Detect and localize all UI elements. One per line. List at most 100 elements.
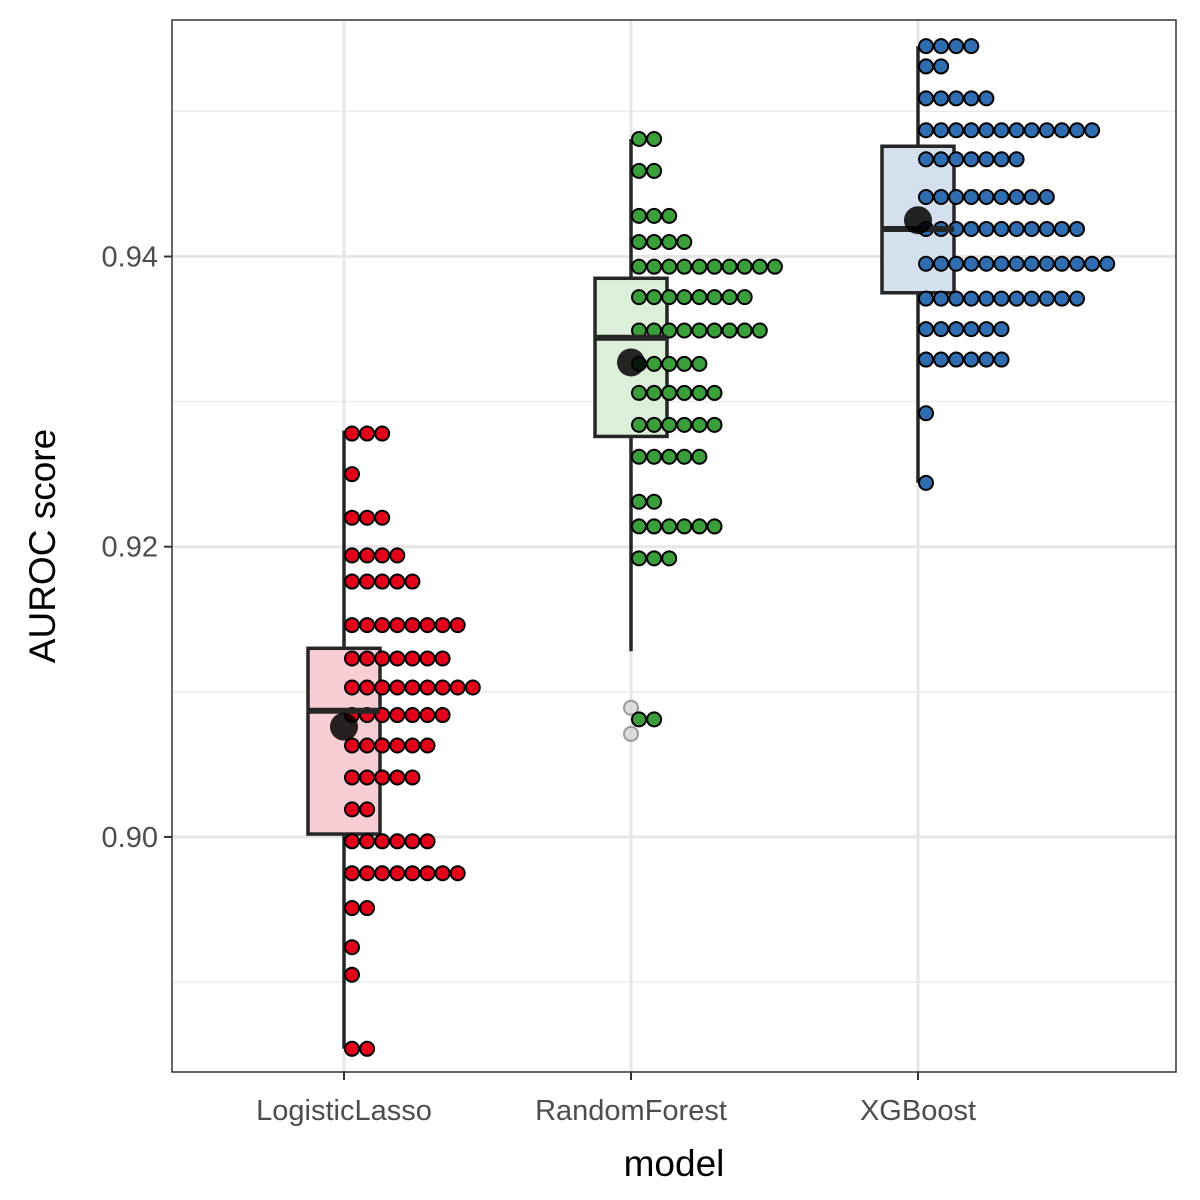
dot-point: [359, 547, 376, 564]
dot-point: [948, 189, 965, 206]
dot-point: [948, 90, 965, 107]
dot-point: [359, 650, 376, 667]
dot-point: [948, 290, 965, 307]
dot-point: [404, 573, 421, 590]
dot-point: [1008, 290, 1025, 307]
dot-point: [646, 289, 663, 306]
dot-point: [419, 707, 436, 724]
dot-point: [449, 617, 466, 634]
dot-point: [631, 289, 647, 306]
dot-point: [631, 711, 647, 728]
dot-point: [691, 289, 708, 306]
dot-point: [661, 234, 678, 251]
dot-point: [721, 258, 738, 275]
dot-point: [963, 38, 980, 55]
dot-point: [464, 679, 481, 696]
dot-point: [691, 416, 708, 433]
dot-point: [344, 1040, 360, 1057]
dot-point: [1053, 290, 1070, 307]
dot-point: [933, 255, 950, 272]
dot-point: [948, 38, 965, 55]
dot-point: [419, 833, 436, 850]
dot-point: [389, 679, 406, 696]
dot-point: [993, 151, 1010, 168]
dot-point: [389, 573, 406, 590]
dot-point: [918, 90, 934, 107]
dot-point: [676, 384, 693, 401]
dot-point: [963, 321, 980, 338]
dot-point: [918, 351, 934, 368]
dot-point: [449, 679, 466, 696]
dot-point: [766, 258, 783, 275]
dot-point: [389, 865, 406, 882]
dot-point: [419, 865, 436, 882]
dot-point: [1008, 220, 1025, 237]
dot-point: [963, 151, 980, 168]
dot-point: [993, 220, 1010, 237]
dot-point: [963, 255, 980, 272]
dot-point: [434, 617, 451, 634]
dot-point: [359, 1040, 376, 1057]
dot-point: [1038, 189, 1055, 206]
dot-point: [661, 448, 678, 465]
mean-point: [617, 348, 645, 377]
dot-point: [389, 617, 406, 634]
dot-point: [963, 220, 980, 237]
dot-point: [646, 493, 663, 510]
dot-point: [978, 122, 995, 139]
dot-point: [948, 351, 965, 368]
y-tick-label: 0.92: [102, 532, 158, 564]
dot-point: [374, 737, 391, 754]
dot-point: [978, 290, 995, 307]
dot-point: [963, 90, 980, 107]
dot-point: [344, 801, 360, 818]
dot-point: [736, 322, 753, 339]
dot-point: [676, 322, 693, 339]
dot-point: [404, 833, 421, 850]
dot-point: [631, 130, 647, 147]
dot-point: [646, 416, 663, 433]
dot-point: [344, 679, 360, 696]
dot-point: [359, 679, 376, 696]
dot-point: [631, 448, 647, 465]
dot-point: [404, 865, 421, 882]
dot-point: [631, 258, 647, 275]
dot-point: [344, 617, 360, 634]
dot-point: [404, 679, 421, 696]
dot-point: [661, 518, 678, 535]
dot-point: [1023, 220, 1040, 237]
dot-point: [434, 679, 451, 696]
dot-point: [344, 425, 360, 442]
dot-point: [721, 289, 738, 306]
dot-point: [344, 650, 360, 667]
dot-point: [918, 474, 934, 491]
dot-point: [419, 617, 436, 634]
dot-point: [631, 493, 647, 510]
dot-point: [374, 617, 391, 634]
dot-point: [918, 255, 934, 272]
x-tick-label: LogisticLasso: [256, 1095, 432, 1127]
dot-point: [948, 321, 965, 338]
dot-point: [978, 90, 995, 107]
dot-point: [419, 737, 436, 754]
dot-point: [661, 207, 678, 224]
dot-point: [933, 189, 950, 206]
dot-point: [751, 258, 768, 275]
dot-point: [933, 351, 950, 368]
dot-point: [374, 573, 391, 590]
dot-point: [344, 769, 360, 786]
dot-point: [374, 865, 391, 882]
dot-point: [344, 966, 360, 983]
dot-point: [359, 833, 376, 850]
dot-point: [676, 518, 693, 535]
dot-point: [933, 90, 950, 107]
dot-point: [691, 448, 708, 465]
dot-point: [661, 322, 678, 339]
y-axis-title: AUROC score: [22, 429, 63, 663]
dot-point: [978, 351, 995, 368]
dot-point: [646, 448, 663, 465]
dot-point: [631, 234, 647, 251]
dot-point: [404, 617, 421, 634]
dot-point: [646, 207, 663, 224]
axes: 0.90 0.92 0.94 LogisticLasso RandomForest XGB…: [102, 242, 976, 1127]
